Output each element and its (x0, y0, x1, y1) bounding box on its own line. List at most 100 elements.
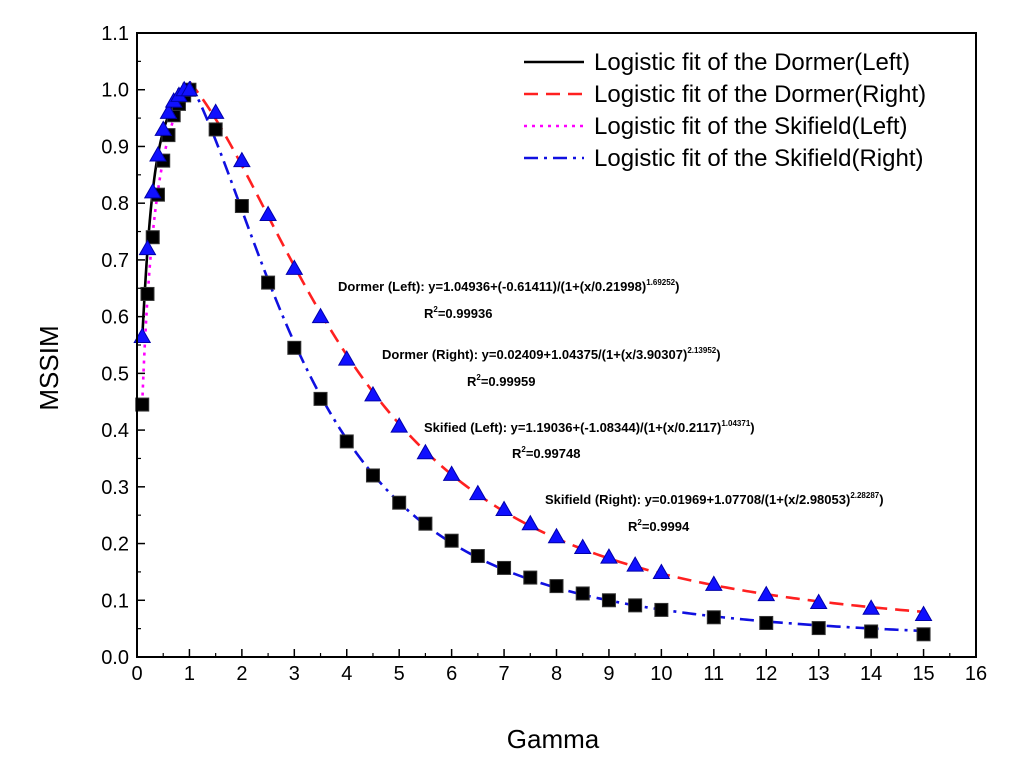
x-tick-label: 13 (808, 663, 830, 685)
legend-label: Logistic fit of the Dormer(Right) (594, 81, 926, 108)
square-point (365, 468, 380, 483)
triangle-point (547, 527, 566, 544)
fit-equation: Dormer (Left): y=1.04936+(-0.61411)/(1+(… (338, 278, 679, 294)
x-tick-label: 4 (341, 663, 352, 685)
y-tick-label: 0.4 (101, 420, 129, 442)
square-point (145, 230, 160, 245)
square-point (313, 391, 328, 406)
triangle-point (704, 575, 723, 591)
x-tick-label: 14 (860, 663, 882, 685)
y-tick-label: 1.0 (101, 80, 129, 102)
triangle-point (495, 500, 513, 517)
triangle-point (600, 548, 618, 564)
triangle-point (468, 484, 487, 501)
triangle-point (652, 563, 671, 579)
triangle-point (809, 593, 828, 610)
y-tick-label: 0.3 (101, 477, 129, 499)
triangle-point (149, 145, 167, 162)
x-tick-label: 2 (236, 663, 247, 685)
fit-curve-skifield-right (188, 80, 924, 633)
triangle-point (206, 103, 225, 119)
triangle-point (416, 443, 435, 460)
fit-curve-skifield-left (140, 82, 191, 404)
triangle-point (285, 259, 304, 275)
fit-r-squared: R2=0.99959 (467, 373, 535, 389)
triangle-point (862, 599, 880, 615)
fit-r-squared: R2=0.9994 (628, 518, 690, 534)
square-point (234, 199, 249, 214)
legend-label: Logistic fit of the Skifield(Right) (594, 145, 923, 172)
square-point (444, 533, 459, 548)
x-tick-label: 3 (289, 663, 300, 685)
fit-equation: Dormer (Right): y=0.02409+1.04375/(1+(x/… (382, 346, 721, 362)
triangle-point (154, 120, 173, 136)
x-axis-title: Gamma (507, 724, 600, 754)
x-tick-label: 9 (603, 663, 614, 685)
x-tick-label: 12 (755, 663, 777, 685)
legend: Logistic fit of the Dormer(Left) Logistic… (524, 49, 926, 172)
y-tick-label: 0.2 (101, 534, 129, 556)
square-point (864, 624, 879, 639)
x-tick-label: 0 (131, 663, 142, 685)
triangle-point (311, 307, 330, 324)
triangle-point (757, 585, 776, 602)
axis-ticks: 0 1 2 3 4 5 6 7 8 9 10 11 12 13 14 15 160.00.10.20.30.40… (101, 23, 987, 685)
triangle-point (180, 80, 199, 97)
square-point (392, 495, 407, 510)
data-markers (133, 80, 933, 642)
square-point (759, 615, 774, 630)
square-point (549, 579, 564, 594)
triangle-point (573, 538, 592, 555)
x-tick-label: 11 (703, 663, 724, 685)
square-point (497, 560, 512, 575)
y-tick-label: 0.1 (101, 590, 129, 612)
square-point (418, 516, 433, 531)
square-point (339, 434, 354, 449)
legend-label: Logistic fit of the Dormer(Left) (594, 49, 910, 76)
triangle-point (442, 465, 461, 481)
square-point (654, 602, 669, 617)
triangle-point (521, 514, 540, 531)
square-point (287, 340, 302, 355)
y-tick-label: 0.5 (101, 363, 129, 385)
x-tick-label: 6 (446, 663, 457, 685)
square-point (140, 286, 155, 301)
square-point (811, 621, 826, 636)
square-point (916, 627, 931, 642)
x-tick-label: 7 (499, 663, 510, 685)
square-point (601, 593, 616, 608)
triangle-point (138, 239, 157, 256)
legend-label: Logistic fit of the Skifield(Left) (594, 113, 907, 140)
square-point (470, 549, 485, 564)
fit-r-squared: R2=0.99936 (424, 305, 492, 321)
y-tick-label: 0.8 (101, 193, 129, 215)
y-tick-label: 0.6 (101, 307, 129, 329)
fit-equation: Skified (Left): y=1.19036+(-1.08344)/(1+… (424, 419, 755, 435)
triangle-point (233, 151, 251, 168)
square-point (208, 122, 223, 137)
fit-r-squared: R2=0.99748 (512, 445, 580, 461)
square-point (706, 610, 721, 625)
x-tick-label: 8 (551, 663, 562, 685)
y-axis-title: MSSIM (34, 325, 64, 410)
fit-equation: Skifield (Right): y=0.01969+1.07708/(1+(… (545, 491, 884, 507)
triangle-point (626, 556, 645, 572)
y-tick-label: 0.0 (101, 647, 129, 669)
y-tick-label: 0.9 (101, 136, 129, 158)
square-point (628, 598, 643, 613)
triangle-point (390, 417, 409, 433)
triangle-point (337, 350, 356, 366)
triangle-point (259, 205, 277, 222)
x-tick-label: 16 (965, 663, 987, 685)
y-tick-label: 1.1 (101, 23, 129, 45)
x-tick-label: 5 (394, 663, 405, 685)
triangle-point (364, 385, 382, 402)
x-tick-label: 1 (184, 663, 195, 685)
triangle-point (133, 327, 152, 343)
square-point (575, 586, 590, 601)
triangle-point (159, 103, 178, 119)
fit-equations: Dormer (Left): y=1.04936+(-0.61411)/(1+(… (338, 278, 884, 534)
y-tick-label: 0.7 (101, 250, 129, 272)
square-point (261, 275, 276, 290)
